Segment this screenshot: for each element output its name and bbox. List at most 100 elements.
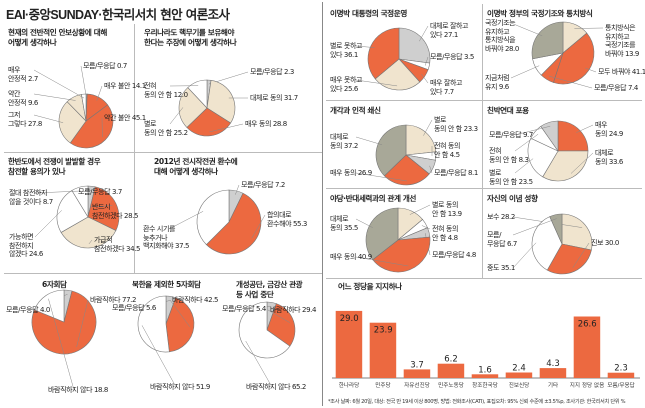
leader-line xyxy=(570,152,594,174)
pie-slice xyxy=(542,150,589,182)
slice-label: 모름/무응답 0.7 xyxy=(83,62,127,71)
divider xyxy=(482,4,483,278)
pie-chart-security-situation: 현재의 전반적인 안보상황에 대해 어떻게 생각하나 모름/무응답 0.7 매우 불… xyxy=(4,24,146,152)
slice-value: 8.1 xyxy=(468,169,478,177)
pie-svg xyxy=(355,25,431,91)
pie-title: 현재의 전반적인 안보상황에 대해 어떻게 생각하나 xyxy=(8,28,107,47)
leader-line xyxy=(576,124,594,133)
slice-value: 28.8 xyxy=(272,120,287,128)
slice-value: 36.1 xyxy=(343,50,358,59)
slice-value: 31.7 xyxy=(283,94,298,102)
page-title: EAI·중앙SUNDAY·한국리서치 현안 여론조사 xyxy=(6,7,230,22)
slice-category: 대체로 동의 xyxy=(250,94,283,102)
leader-line xyxy=(251,214,266,239)
leader-line xyxy=(514,133,539,152)
slice-label: 바람직하다 42.5 xyxy=(172,296,218,305)
slice-label: 대체로 잘하고 있다 27.1 xyxy=(430,22,468,39)
slice-category: 별로 못하고 있다 xyxy=(330,42,363,59)
slice-value: 8.7 xyxy=(42,197,53,206)
slice-category: 모두 바꿔야 xyxy=(598,68,631,76)
bar-value-label: 3.7 xyxy=(410,360,424,370)
slice-label: 전혀 동의 안 함 8.3 xyxy=(489,147,529,164)
pie-chart-opposition-relations: 야당·반대세력과의 관계 개선 별로 동의 안 함 13.9 전혀 동의 안 함 4… xyxy=(326,189,482,278)
slice-category: 매우 잘하고 있다 xyxy=(430,79,463,96)
slice-category: 전혀 동의 안 함 xyxy=(432,225,458,242)
slice-label: 전혀 동의 안 함 4.8 xyxy=(432,225,458,242)
leader-line xyxy=(512,242,537,269)
slice-value: 24.6 xyxy=(28,250,43,258)
leader-line xyxy=(429,165,433,174)
pie-title: 이명박 정부의 국정기조와 통치방식 xyxy=(487,9,593,18)
slice-category: 모름/ 무응답 xyxy=(487,231,506,248)
slice-value: 9.6 xyxy=(498,82,509,91)
pie-slice xyxy=(238,301,291,359)
slice-category: 모름/무응답 xyxy=(112,304,145,312)
pie-slice xyxy=(196,189,230,246)
pie-title: 이명박 대통령의 국정운영 xyxy=(330,9,407,18)
leader-line xyxy=(421,73,429,84)
slice-category: 대체로 잘하고 있다 xyxy=(430,22,469,39)
slice-value: 41.1 xyxy=(631,68,645,76)
slice-category: 환수 시기를 늦추거나 백지화해야 xyxy=(143,225,176,250)
leader-line xyxy=(424,56,429,66)
leader-line xyxy=(141,325,177,388)
pie-slice xyxy=(540,120,559,152)
bar xyxy=(539,368,567,378)
slice-category: 모름/무응답 xyxy=(250,68,283,76)
pie-slice xyxy=(546,243,592,275)
pie-svg xyxy=(514,120,594,182)
leader-line xyxy=(419,25,429,42)
slice-category: 별로 동의 안 함 xyxy=(144,120,172,137)
pie-chart-governance-style: 이명박 정부의 국정기조와 통치방식 통치방식은 유지하고 국정기조를 바꿔야 1… xyxy=(483,4,645,100)
divider xyxy=(4,152,322,153)
slice-label: 모름/무응답 3.5 xyxy=(430,53,474,62)
slice-label: 바람직하지 않다 65.2 xyxy=(246,383,306,392)
slice-category: 매우 못하고 있다 xyxy=(330,76,363,93)
leader-line xyxy=(34,210,62,238)
leader-line xyxy=(89,205,113,208)
leader-line xyxy=(572,242,590,268)
slice-label: 별로 동의 안 함 13.9 xyxy=(432,201,462,218)
slice-category: 바람직하다 xyxy=(172,296,203,304)
pie-svg xyxy=(510,21,604,89)
slice-category: 진보 xyxy=(591,239,604,247)
slice-value: 0.7 xyxy=(117,62,127,70)
divider xyxy=(326,188,642,189)
slice-label: 모름/무응답 7.4 xyxy=(594,84,638,93)
pie-svg xyxy=(355,204,431,273)
slice-category: 약간 안정적 xyxy=(8,90,27,107)
pie-slice xyxy=(553,32,595,85)
pie-slice xyxy=(34,289,65,323)
bar-category-label: 진보신당 xyxy=(509,381,530,389)
slice-value: 28.0 xyxy=(504,44,519,53)
pie-chart-cabinet-reshuffle: 개각과 인적 쇄신 별로 동의 안 함 23.3 전혀 동의 안 함 4.5 모름/무… xyxy=(326,101,482,188)
slice-value: 24.9 xyxy=(608,129,623,138)
slice-value: 25.2 xyxy=(173,128,188,137)
pie-title: 2012년 전시작전권 환수에 대해 어떻게 생각하나 xyxy=(154,157,238,176)
pie-svg xyxy=(512,213,593,275)
slice-value: 33.6 xyxy=(608,157,623,166)
pie-title: 개성공단, 금강산 관광 등 사업 중단 xyxy=(236,280,303,299)
slice-label: 매우 잘하고 있다 7.7 xyxy=(430,79,462,96)
leader-line xyxy=(409,204,431,215)
pie-title: 북한을 제외한 5자회담 xyxy=(132,280,201,289)
bar-category-label: 자유선진당 xyxy=(404,381,430,389)
slice-category: 매우 동의 xyxy=(245,120,271,128)
slice-value: 3.7 xyxy=(112,188,122,196)
pie-chart-pro-park-alliance: 친박연대 포용 매우 동의 24.9 대체로 동의 33.6 별로 동의 안 함 23… xyxy=(483,101,642,188)
slice-label: 매우 동의 26.9 xyxy=(330,169,372,178)
divider xyxy=(4,273,322,274)
leader-line xyxy=(514,125,551,136)
slice-category: 모름/무응답 xyxy=(489,131,522,139)
slice-label: 가급적 참전하겠다 34.5 xyxy=(94,236,140,253)
leader-line xyxy=(421,225,431,230)
slice-category: 별로 동의 안 함 xyxy=(432,201,458,218)
pie-slice xyxy=(87,186,120,231)
slice-category: 가능하면 참전하지 않겠다 xyxy=(9,233,34,258)
leader-line xyxy=(88,239,93,245)
slice-value: 2.3 xyxy=(284,68,294,76)
slice-value: 9.7 xyxy=(523,131,533,139)
pie-slice xyxy=(367,27,400,80)
leader-line xyxy=(235,184,240,195)
bar xyxy=(505,372,533,378)
